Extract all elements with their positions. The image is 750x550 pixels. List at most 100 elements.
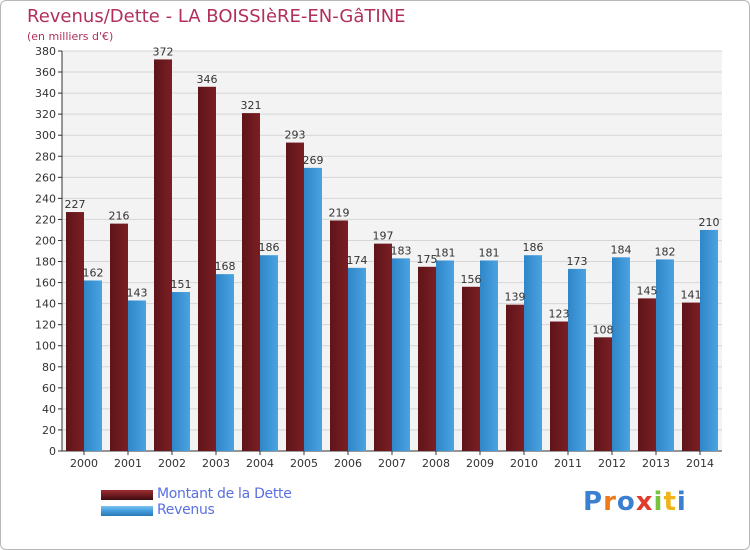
bar-revenus-2007	[392, 258, 410, 451]
label-revenus-2013: 182	[655, 245, 676, 258]
label-dette-2007: 197	[373, 230, 394, 243]
x-tick-label-2009: 2009	[466, 457, 494, 470]
logo-letter: i	[676, 487, 687, 517]
label-revenus-2010: 186	[523, 241, 544, 254]
x-tick-label-2007: 2007	[378, 457, 406, 470]
logo-letter: t	[663, 487, 677, 517]
logo-letter: x	[635, 487, 654, 517]
logo-letter: o	[616, 487, 636, 517]
x-tick-label-2012: 2012	[598, 457, 626, 470]
y-tick-label: 80	[42, 361, 56, 374]
bar-revenus-2001	[128, 300, 146, 451]
y-tick-label: 200	[35, 234, 56, 247]
bar-revenus-2003	[216, 274, 234, 451]
bar-revenus-2011	[568, 268, 586, 451]
label-dette-2010: 139	[505, 291, 526, 304]
chart-title: Revenus/Dette - LA BOISSIèRE-EN-GâTINE	[27, 6, 406, 27]
label-dette-2000: 227	[65, 198, 86, 211]
chart-subtitle: (en milliers d'€)	[27, 30, 114, 43]
y-tick-label: 100	[35, 340, 56, 353]
legend-swatch-dette	[101, 490, 153, 500]
x-tick-label-2003: 2003	[202, 457, 230, 470]
label-dette-2011: 123	[549, 308, 570, 321]
label-revenus-2009: 181	[479, 246, 500, 259]
x-tick-label-2000: 2000	[70, 457, 98, 470]
label-dette-2004: 321	[241, 99, 262, 112]
logo-letter: P	[583, 487, 604, 517]
y-tick-label: 60	[42, 382, 56, 395]
y-tick-label: 120	[35, 319, 56, 332]
label-dette-2001: 216	[109, 210, 130, 223]
logo-letter: i	[653, 487, 664, 517]
label-revenus-2011: 173	[567, 255, 588, 268]
y-tick-label: 240	[35, 192, 56, 205]
bar-dette-2014	[682, 302, 700, 451]
x-tick-label-2004: 2004	[246, 457, 274, 470]
label-dette-2002: 372	[153, 45, 174, 58]
label-revenus-2014: 210	[699, 216, 720, 229]
y-tick-label: 40	[42, 403, 56, 416]
label-revenus-2004: 186	[259, 241, 280, 254]
bar-dette-2008	[418, 266, 436, 451]
y-tick-label: 160	[35, 277, 56, 290]
bar-revenus-2009	[480, 260, 498, 451]
bar-revenus-2004	[260, 255, 278, 451]
label-dette-2013: 145	[637, 284, 658, 297]
y-tick-label: 300	[35, 129, 56, 142]
label-revenus-2003: 168	[215, 260, 236, 273]
bar-dette-2011	[550, 321, 568, 451]
y-tick-label: 260	[35, 171, 56, 184]
label-revenus-2012: 184	[611, 243, 632, 256]
bar-dette-2006	[330, 220, 348, 451]
y-tick-label: 0	[49, 445, 56, 458]
bar-dette-2001	[110, 223, 128, 451]
y-tick-label: 180	[35, 256, 56, 269]
bar-revenus-2008	[436, 260, 454, 451]
label-dette-2009: 156	[461, 273, 482, 286]
x-tick-label-2010: 2010	[510, 457, 538, 470]
y-tick-label: 340	[35, 87, 56, 100]
x-tick-label-2011: 2011	[554, 457, 582, 470]
legend-label-revenus: Revenus	[157, 502, 215, 518]
x-tick-label-2001: 2001	[114, 457, 142, 470]
legend-label-dette: Montant de la Dette	[157, 486, 292, 502]
label-dette-2008: 175	[417, 253, 438, 266]
legend-swatch-revenus	[101, 506, 153, 516]
x-tick-label-2008: 2008	[422, 457, 450, 470]
bar-revenus-2013	[656, 259, 674, 451]
bar-dette-2005	[286, 142, 304, 451]
bar-revenus-2005	[304, 167, 322, 451]
y-tick-label: 140	[35, 298, 56, 311]
label-dette-2005: 293	[285, 129, 306, 142]
x-tick-label-2006: 2006	[334, 457, 362, 470]
label-revenus-2001: 143	[127, 286, 148, 299]
label-revenus-2000: 162	[83, 266, 104, 279]
label-revenus-2006: 174	[347, 254, 368, 267]
bar-dette-2002	[154, 59, 172, 451]
label-dette-2012: 108	[593, 323, 614, 336]
y-tick-label: 360	[35, 66, 56, 79]
label-revenus-2002: 151	[171, 278, 192, 291]
y-tick-label: 20	[42, 424, 56, 437]
bar-dette-2000	[66, 212, 84, 451]
x-tick-label-2013: 2013	[642, 457, 670, 470]
y-tick-label: 280	[35, 150, 56, 163]
y-tick-label: 320	[35, 108, 56, 121]
y-tick-label: 380	[35, 45, 56, 58]
label-revenus-2008: 181	[435, 246, 456, 259]
bar-revenus-2002	[172, 292, 190, 451]
bar-dette-2003	[198, 86, 216, 451]
bar-revenus-2000	[84, 280, 102, 451]
proxiti-logo: Proxiti	[583, 487, 687, 517]
label-dette-2014: 141	[681, 289, 702, 302]
bar-revenus-2010	[524, 255, 542, 451]
bar-revenus-2014	[700, 229, 718, 451]
label-dette-2006: 219	[329, 206, 350, 219]
x-tick-label-2005: 2005	[290, 457, 318, 470]
x-tick-label-2014: 2014	[686, 457, 714, 470]
x-tick-label-2002: 2002	[158, 457, 186, 470]
bar-dette-2013	[638, 298, 656, 451]
bar-dette-2009	[462, 286, 480, 451]
